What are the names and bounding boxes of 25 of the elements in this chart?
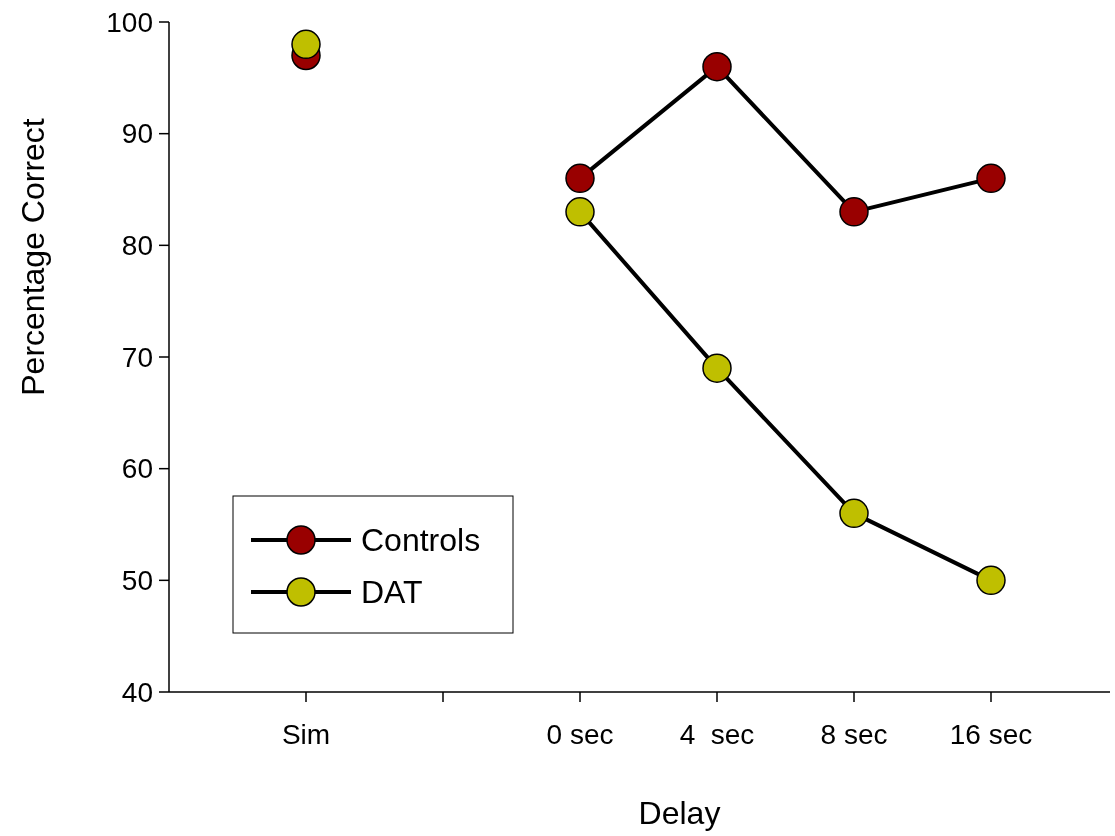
legend-label: DAT (361, 574, 423, 610)
point (976, 163, 1006, 194)
y-tick-label: 90 (121, 118, 153, 150)
point (839, 197, 869, 227)
point (565, 197, 595, 227)
point (839, 498, 869, 529)
x-tick-label: Sim (281, 719, 331, 750)
y-tick-label: 80 (121, 229, 153, 261)
y-tick-label: 100 (106, 6, 153, 38)
point (702, 51, 732, 82)
x-tick-label: 8 sec (820, 719, 888, 750)
y-tick-label: 50 (121, 564, 153, 596)
x-tick-label: 4 sec (679, 719, 755, 750)
x-tick-label: 16 sec (949, 719, 1033, 750)
point (291, 29, 321, 60)
point (565, 163, 595, 194)
y-tick-label: 70 (121, 341, 153, 373)
y-axis-title: Percentage Correct (15, 118, 51, 396)
legend-label: Controls (361, 522, 481, 558)
y-tick-label: 40 (121, 676, 153, 708)
x-tick-label: 0 sec (546, 719, 614, 750)
x-axis-title: Delay (638, 795, 721, 831)
point (976, 565, 1006, 596)
y-tick-label: 60 (121, 453, 153, 485)
point (702, 353, 732, 383)
